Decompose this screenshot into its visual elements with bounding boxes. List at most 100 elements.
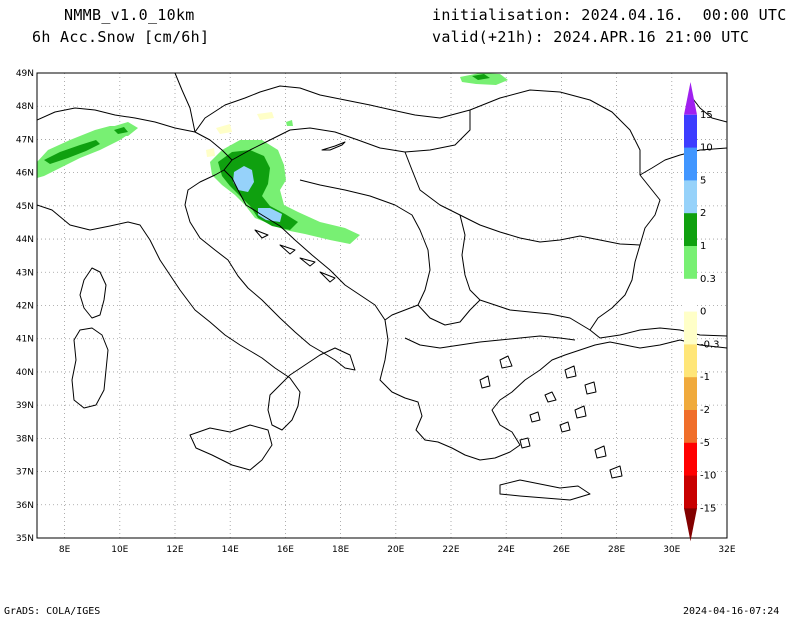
colorbar-label: 2 [700,208,706,219]
snow-spot-d [206,148,215,157]
colorbar-label: -0.3 [700,339,720,350]
coastline-aegean-islands [479,355,623,479]
colorbar-bottom-arrow [684,508,697,542]
latitude-labels: 49N 48N 47N 46N 45N 44N 43N 42N 41N 40N 39N 38N 37N 3… [16,69,34,544]
coastline-adriatic-east [223,169,727,461]
longitude-tick-label: 14E [222,545,239,555]
coastline-sicily [189,424,273,471]
border-romania-south [404,151,641,246]
colorbar-segment [684,246,697,280]
longitude-tick-label: 22E [442,545,459,555]
map-grid [37,73,727,538]
variable-title: 6h Acc.Snow [cm/6h] [32,28,210,46]
coastline-ne-sea [689,94,727,123]
map-outlines [37,73,727,501]
colorbar-top-arrow [684,82,697,115]
map-frame [36,72,728,539]
longitude-tick-label: 28E [608,545,625,555]
coastline-corsica [79,267,107,319]
border-hungary [231,110,471,161]
snow-spot-b [257,112,274,120]
longitude-tick-label: 20E [387,545,404,555]
snow-spot-c [286,120,293,126]
latitude-tick-label: 46N [16,169,34,179]
snow-area-alps [37,126,132,178]
snow-area-ukraine-core [472,74,490,80]
colorbar-label: 10 [700,143,713,154]
footer-left: GrADS: COLA/IGES [4,606,101,617]
latitude-tick-label: 45N [16,202,34,212]
longitude-labels: 8E 10E 12E 14E 16E 18E 20E 22E 24E 26E 28E 30E 32E [59,545,736,555]
colorbar-label: -2 [700,405,710,416]
dalmatian-islands [254,229,336,283]
colorbar-segment [684,311,697,345]
latitude-tick-label: 43N [16,268,34,278]
latitude-tick-label: 47N [16,135,34,145]
latitude-tick-label: 41N [16,335,34,345]
colorbar-segment [684,442,697,476]
border-central-europe [194,85,641,175]
latitude-tick-label: 48N [16,102,34,112]
snow-spot-a [216,124,232,134]
valid-time: valid(+21h): 2024.APR.16 21:00 UTC [432,28,750,46]
colorbar-label: 5 [700,175,706,186]
longitude-tick-label: 18E [332,545,349,555]
latitude-tick-label: 42N [16,302,34,312]
latitude-tick-label: 44N [16,235,34,245]
longitude-tick-label: 26E [553,545,570,555]
border-north [174,73,196,133]
longitude-tick-label: 16E [277,545,294,555]
border-greece [404,335,576,349]
colorbar-label: -10 [700,471,716,482]
colorbar-label: 15 [700,110,713,121]
colorbar-label: 0 [700,307,706,318]
colorbar-segment [684,180,697,214]
model-title: NMMB_v1.0_10km [64,6,195,24]
colorbar-label: -5 [700,438,710,449]
colorbar-segment [684,147,697,181]
longitude-tick-label: 24E [498,545,515,555]
footer-right: 2024-04-16-07:24 [683,606,780,617]
longitude-tick-label: 12E [166,545,183,555]
latitude-tick-label: 40N [16,368,34,378]
snowfall-shading [37,73,508,244]
snow-area-velebit-heavy [258,208,282,222]
colorbar-segment [684,410,697,444]
snow-area-swiss [114,127,128,134]
colorbar-label: 0.3 [700,274,716,285]
colorbar-segment [684,377,697,411]
latitude-tick-label: 38N [16,434,34,444]
latitude-tick-label: 36N [16,501,34,511]
colorbar-label: -15 [700,503,716,514]
lake-balaton [321,141,346,151]
border-alps [37,107,233,171]
colorbar-label: 1 [700,241,706,252]
colorbar-label: -1 [700,372,710,383]
snow-area-dinaric-heavy [233,166,254,192]
longitude-tick-label: 10E [111,545,128,555]
coastline-black-sea [589,174,727,339]
longitude-tick-label: 30E [663,545,680,555]
border-north-macedonia [417,299,481,326]
coastline-italy [37,169,356,431]
longitude-tick-label: 32E [718,545,735,555]
latitude-tick-label: 49N [16,69,34,79]
colorbar-segment [684,114,697,148]
coastline-crete [499,479,591,501]
latitude-tick-label: 39N [16,401,34,411]
colorbar-segment [684,475,697,509]
longitude-tick-label: 8E [59,545,71,555]
init-time: initialisation: 2024.04.16. 00:00 UTC [432,6,787,24]
colorbar: 15 10 5 2 1 0.3 0 -0.3 -1 -2 -5 -10 -15 [684,82,720,542]
border-serbia-bulgaria [459,214,591,331]
latitude-tick-label: 35N [16,534,34,544]
colorbar-segment [684,344,697,378]
latitude-tick-label: 37N [16,468,34,478]
border-balkans [299,179,431,321]
snow-area-alps-core [44,140,100,164]
colorbar-segment [684,278,697,312]
coastline-sardinia [71,327,109,409]
colorbar-segment [684,213,697,247]
coastline-black-sea-north [639,147,727,176]
